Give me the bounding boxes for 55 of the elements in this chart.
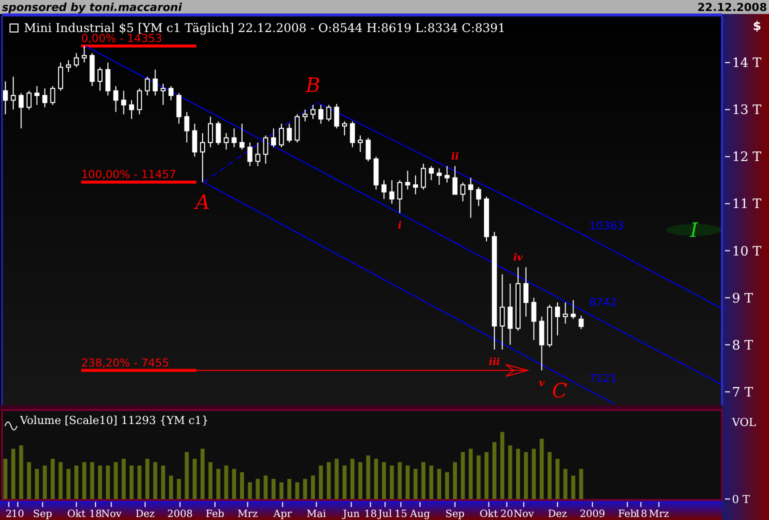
y-tick-label: 9 T: [732, 291, 754, 306]
x-tick-label: Okt: [480, 509, 498, 520]
text: Mini Industrial $5 [YM c1 Täglich] 22.12.2008 - O:8544 H:8619 L:8334 C:8391: [24, 21, 506, 35]
y-axis-title: VOL: [731, 416, 757, 429]
y-tick-label: 7 T: [732, 385, 754, 400]
x-tick-label: 2009: [580, 509, 606, 520]
x-tick-label: Okt: [67, 509, 86, 520]
x-tick-label: Sep: [32, 509, 52, 520]
x-tick-label: Mrz: [648, 509, 670, 520]
annotation: B: [304, 72, 320, 97]
x-tick-label: Apr: [272, 509, 292, 520]
text: sponsored by toni.maccaroni: [2, 1, 182, 14]
y-tick-label: 8 T: [732, 338, 754, 354]
y-tick-label: 11 T: [732, 197, 762, 212]
x-tick-label: Nov: [101, 509, 122, 520]
x-tick-label: 15: [394, 509, 408, 520]
chart-title: Volume [Scale10] 11293 {YM c1}: [19, 414, 209, 427]
x-tick-label: Feb: [206, 509, 224, 520]
x-tick-label: 2008: [167, 509, 193, 520]
annotation: 8742: [589, 296, 618, 309]
x-tick-label: 2: [6, 509, 12, 520]
x-tick-label: Dez: [135, 509, 155, 520]
x-tick-label: Jul: [377, 509, 392, 520]
x-tick-label: 18: [364, 509, 377, 520]
x-tick-label: 18: [89, 509, 102, 520]
x-tick-label: Jun: [342, 509, 360, 520]
annotation: C: [552, 378, 568, 402]
x-tick-label: Feb: [618, 509, 637, 520]
text: 22.12.2008: [697, 1, 767, 14]
annotation: 100,00% - 11457: [81, 168, 176, 182]
annotation: i: [398, 220, 402, 232]
annotation: 10363: [589, 220, 624, 233]
x-tick-label: Dez: [548, 509, 568, 520]
x-tick-label: Mrz: [237, 509, 258, 520]
x-tick-label: 18: [634, 509, 648, 520]
y-tick-label: 13 T: [732, 103, 762, 118]
y-tick-label: 12 T: [732, 150, 762, 166]
annotation: A: [193, 190, 210, 214]
x-tick-label: Mai: [306, 509, 326, 520]
annotation: ii: [451, 152, 459, 163]
x-tick-label: 10: [11, 509, 24, 520]
x-tick-label: 20: [500, 509, 514, 520]
y-tick-label: 14 T: [732, 56, 762, 72]
text: 0 T: [732, 492, 750, 506]
y-axis-title: $: [752, 19, 762, 33]
annotation: iii: [488, 356, 500, 368]
y-tick-label: 10 T: [732, 244, 762, 260]
x-tick-label: Aug: [408, 509, 431, 520]
x-tick-label: Sep: [445, 509, 465, 520]
annotation: v: [538, 378, 545, 389]
annotation: I: [689, 218, 700, 242]
annotation: 7121: [589, 372, 618, 386]
annotation: iv: [513, 252, 524, 264]
annotation: 238,20% - 7455: [81, 356, 170, 370]
x-tick-label: Nov: [513, 509, 534, 520]
